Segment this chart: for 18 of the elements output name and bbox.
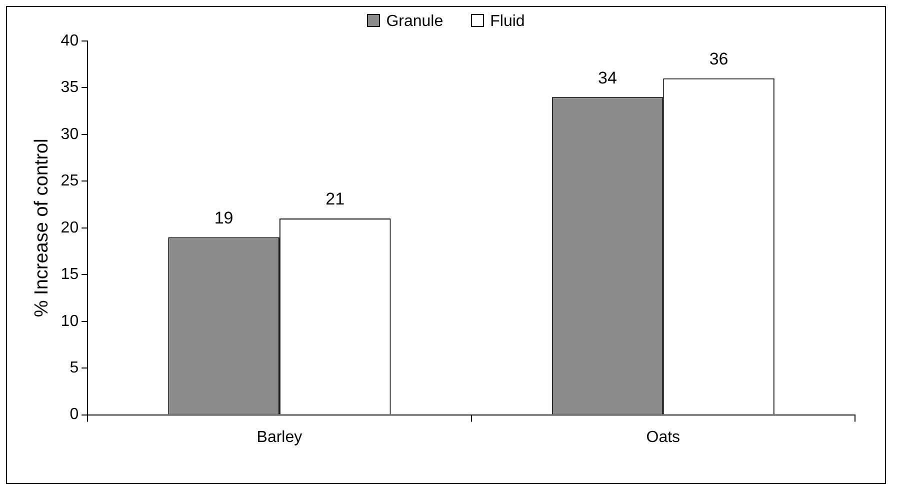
y-tick-label: 25 <box>60 172 79 190</box>
y-axis-title: % Increase of control <box>32 138 53 318</box>
legend-label: Fluid <box>490 13 525 30</box>
y-tick-label: 30 <box>60 126 79 143</box>
data-label: 36 <box>709 50 728 69</box>
y-tick-label: 10 <box>60 312 79 330</box>
y-tick-label: 0 <box>70 406 79 424</box>
x-tick-label: Barley <box>256 428 302 446</box>
data-label: 34 <box>598 68 617 88</box>
x-tick-label: Oats <box>646 428 680 446</box>
data-label: 19 <box>214 208 234 228</box>
y-tick-label: 15 <box>60 266 79 284</box>
y-tick-label: 35 <box>60 79 79 96</box>
y-tick-label: 20 <box>60 219 79 236</box>
y-tick-label: 5 <box>70 359 79 376</box>
data-label: 21 <box>326 190 345 209</box>
y-tick-label: 40 <box>60 32 79 50</box>
legend-label: Granule <box>386 13 444 30</box>
